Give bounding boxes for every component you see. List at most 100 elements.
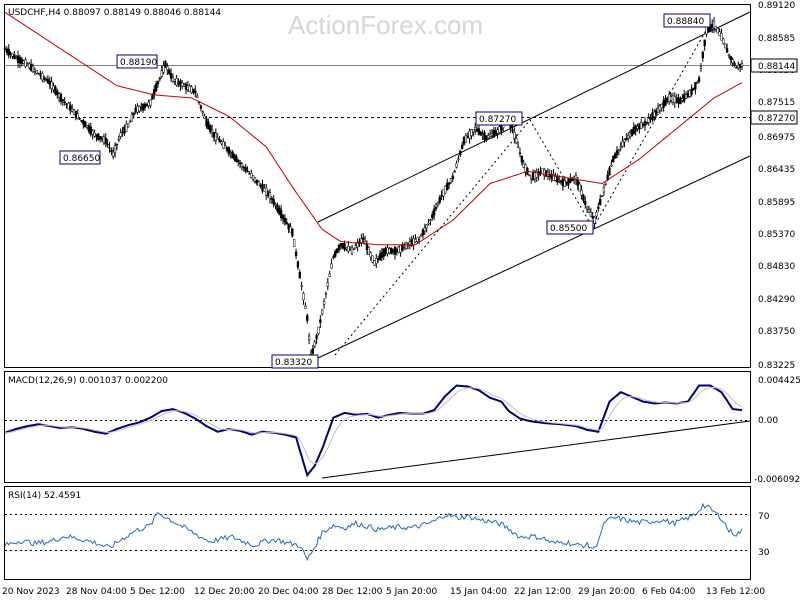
candle-body: [666, 97, 669, 103]
candle-body: [339, 243, 342, 247]
channel-upper-line: [317, 11, 751, 223]
candle-body: [733, 62, 736, 66]
candle-body: [76, 113, 79, 119]
candle-body: [393, 246, 397, 255]
candle-body: [224, 145, 227, 149]
candle-body: [612, 155, 615, 163]
candle-body: [600, 195, 604, 197]
candle-body: [115, 143, 119, 146]
candle-body: [307, 335, 311, 341]
candle-body: [621, 141, 624, 147]
candle-body: [718, 31, 721, 36]
candle-body: [44, 78, 48, 81]
candle-body: [311, 348, 315, 354]
candle-body: [683, 94, 686, 102]
price-tick: 0.86975: [758, 133, 795, 143]
candle-body: [628, 132, 632, 137]
candle-body: [615, 150, 619, 156]
candle-body: [265, 188, 268, 196]
candle-body: [384, 247, 387, 254]
candle-body: [707, 26, 710, 32]
candle-body: [617, 149, 621, 152]
candle-body: [455, 163, 458, 168]
candle-body: [343, 243, 346, 250]
candle-body: [128, 121, 132, 123]
candle-body: [85, 125, 89, 128]
candle-body: [7, 48, 10, 56]
candle-body: [349, 249, 352, 252]
candle-body: [391, 249, 395, 252]
candle-body: [84, 121, 87, 128]
candle-body: [285, 222, 288, 225]
candle-body: [190, 86, 193, 93]
price-label: 0.88190: [120, 58, 157, 68]
candle-body: [712, 20, 716, 29]
candle-body: [112, 151, 115, 157]
candle-body: [541, 168, 544, 175]
candle-body: [360, 238, 363, 243]
candle-body: [658, 105, 662, 111]
candle-body: [322, 301, 326, 305]
candle-body: [80, 120, 83, 122]
candle-body: [371, 255, 374, 263]
candle-body: [186, 85, 190, 90]
candle-body: [5, 48, 9, 53]
candle-body: [710, 24, 714, 28]
candle-body: [684, 94, 688, 99]
candle-body: [59, 94, 63, 102]
candle-body: [337, 245, 341, 251]
candle-body: [671, 95, 675, 103]
candle-body: [18, 57, 22, 64]
candle-body: [373, 260, 376, 266]
candle-body: [78, 118, 81, 120]
candle-body: [164, 61, 167, 68]
candle-body: [69, 105, 72, 111]
candle-body: [335, 248, 339, 253]
signal-line: [4, 387, 743, 465]
candle-body: [386, 247, 389, 255]
candle-body: [24, 59, 27, 68]
watermark: ActionForex.com: [288, 10, 483, 40]
candle-body: [669, 96, 673, 101]
candle-body: [735, 67, 738, 69]
candle-body: [283, 218, 287, 223]
candle-body: [496, 129, 499, 134]
candle-body: [313, 341, 316, 347]
time-tick: 20 Nov 2023: [2, 587, 60, 597]
candle-body: [457, 158, 460, 161]
candle-body: [477, 128, 481, 135]
candle-body: [99, 136, 102, 140]
candle-body: [182, 84, 186, 87]
candle-body: [362, 237, 365, 240]
candle-body: [397, 246, 400, 253]
time-tick: 20 Dec 04:00: [258, 587, 319, 597]
price-label-box: [59, 150, 101, 165]
candle-body: [488, 134, 492, 137]
candle-body: [46, 78, 50, 84]
candle-body: [179, 80, 182, 87]
candle-body: [587, 209, 591, 213]
candle-body: [171, 77, 175, 82]
candle-body: [121, 131, 124, 134]
candle-body: [524, 164, 527, 172]
candle-body: [636, 126, 639, 129]
candle-body: [714, 25, 718, 30]
candle-body: [67, 102, 70, 110]
candle-body: [511, 129, 514, 132]
candle-body: [421, 229, 425, 236]
candle-body: [82, 120, 85, 125]
candle-body: [181, 82, 184, 87]
candle-body: [298, 272, 301, 279]
candle-body: [151, 95, 154, 100]
candle-body: [300, 285, 303, 287]
candle-body: [436, 202, 440, 206]
candle-body: [52, 85, 55, 90]
price-panel: [4, 4, 751, 368]
candle-body: [113, 145, 117, 154]
time-tick: 6 Feb 04:00: [642, 587, 696, 597]
price-tick: 0.86435: [758, 165, 795, 175]
candle-body: [597, 206, 600, 210]
candle-body: [487, 135, 490, 139]
candle-body: [156, 81, 160, 85]
candle-body: [296, 261, 300, 268]
